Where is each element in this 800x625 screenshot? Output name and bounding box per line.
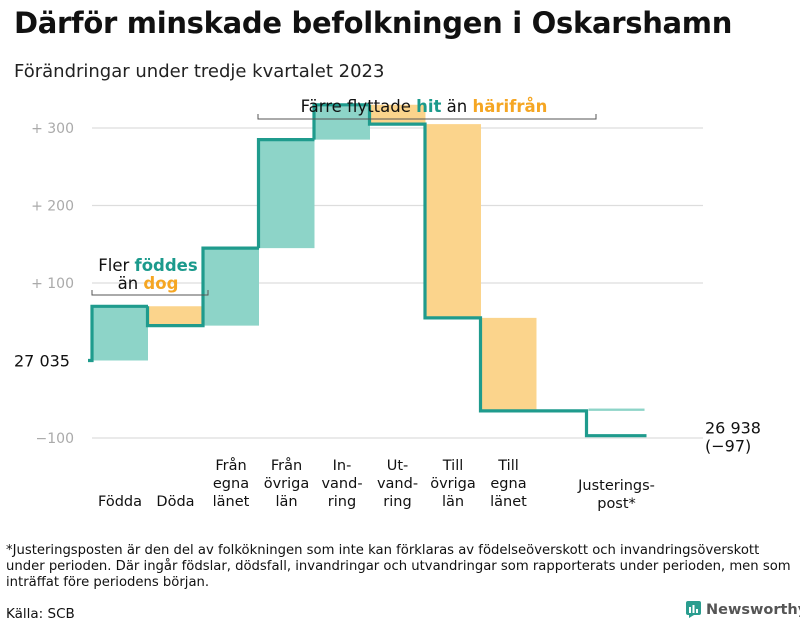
waterfall-bar — [425, 124, 481, 318]
category-label: Justerings- — [577, 478, 655, 494]
y-tick-label: + 200 — [31, 199, 74, 215]
migration-annotation: Färre flyttade hit än härifrån — [301, 97, 548, 116]
chart-subtitle: Förändringar under tredje kvartalet 2023 — [14, 61, 385, 82]
newsworthy-logo-icon — [686, 601, 701, 618]
annotation-highlight-orange: härifrån — [472, 97, 547, 116]
y-tick-label: + 100 — [31, 276, 74, 292]
births-annotation-line1: Fler föddes — [98, 256, 198, 275]
waterfall-bar — [147, 306, 204, 326]
category-label: vand- — [377, 476, 418, 492]
waterfall-chart: + 300 + 200 + 100 −100 27 035 26 938(−97) Född… — [14, 97, 761, 512]
category-label: Från — [271, 457, 302, 474]
annotation-text: Färre flyttade — [301, 97, 416, 116]
category-label: egna — [213, 476, 249, 492]
annotation-text: än — [441, 97, 472, 116]
annotation-highlight-orange: dog — [143, 274, 178, 293]
category-label: län — [442, 494, 464, 510]
category-label: länet — [213, 494, 250, 510]
waterfall-bar — [92, 306, 148, 361]
start-value-label: 27 035 — [14, 352, 70, 371]
waterfall-bar — [480, 317, 537, 411]
net-change-label: (−97) — [705, 437, 751, 456]
footnote: *Justeringsposten är den del av folkökni… — [6, 543, 791, 590]
category-label: post* — [597, 496, 636, 512]
category-label: övriga — [264, 476, 310, 492]
y-tick-label: + 300 — [31, 121, 74, 137]
waterfall-bar — [588, 408, 645, 411]
chart-title: Därför minskade befolkningen i Oskarsham… — [14, 6, 733, 40]
category-label: län — [275, 494, 297, 510]
waterfall-bar — [203, 248, 259, 326]
category-label: övriga — [430, 476, 476, 492]
annotation-highlight-teal: hit — [416, 97, 441, 116]
category-label: egna — [490, 476, 526, 492]
waterfall-bar — [258, 139, 315, 249]
annotation-text: Fler — [98, 256, 134, 275]
annotation-text: än — [118, 274, 144, 293]
category-label: Ut- — [387, 458, 409, 474]
brand-name: Newsworthy — [706, 601, 800, 618]
waterfall-line — [88, 103, 647, 438]
category-label: Födda — [98, 494, 142, 510]
category-label: ring — [383, 494, 411, 510]
category-label: Döda — [156, 494, 194, 510]
end-value-label: 26 938 — [705, 419, 761, 438]
category-label: Till — [442, 458, 464, 474]
waterfall-bar — [314, 104, 370, 140]
category-label: In- — [333, 458, 352, 474]
y-tick-label: −100 — [36, 431, 74, 447]
category-label: ring — [328, 494, 356, 510]
source-label: Källa: SCB — [6, 606, 75, 622]
annotation-highlight-teal: föddes — [135, 256, 198, 275]
migration-bracket — [257, 114, 597, 120]
births-annotation-line2: än dog — [118, 274, 179, 293]
category-label: Från — [215, 457, 246, 474]
brand[interactable]: Newsworthy — [686, 601, 800, 618]
category-label: vand- — [321, 476, 362, 492]
births-bracket — [91, 290, 209, 296]
category-label: länet — [490, 494, 527, 510]
category-label: Till — [497, 458, 519, 474]
